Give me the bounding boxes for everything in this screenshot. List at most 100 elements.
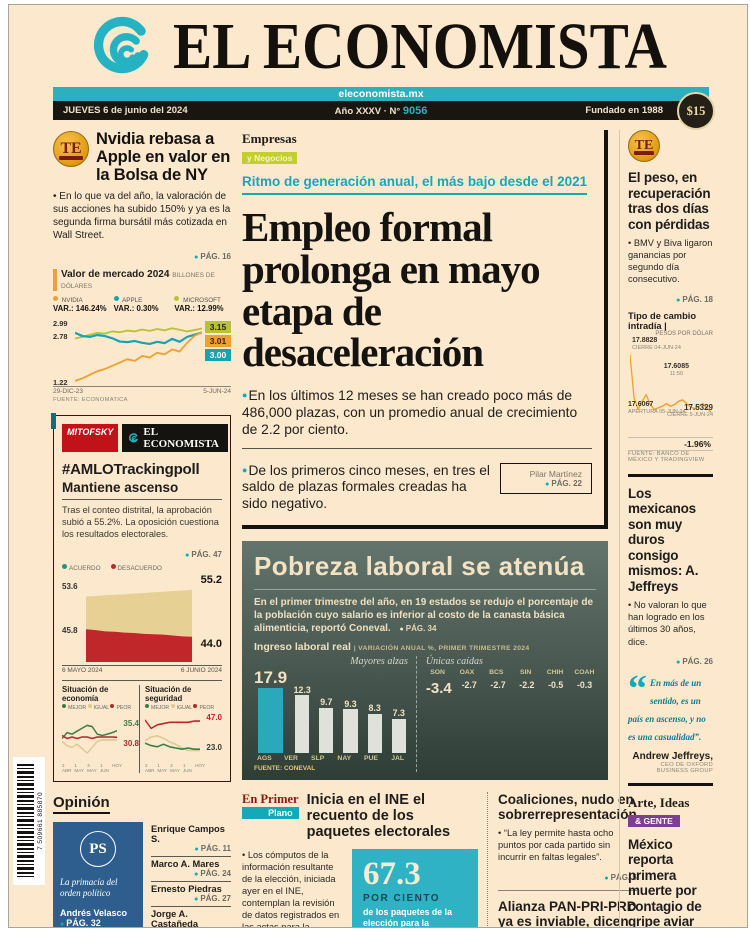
bar-column: 9.3 (341, 669, 359, 754)
kicker: Empresas (242, 131, 297, 146)
market-chart-units: BILLONES DE DÓLARES (61, 272, 215, 291)
right-column: TE El peso, en recuperación tras dos día… (619, 130, 713, 928)
poll-label: 55.2 (200, 574, 222, 587)
acuerdo-dot-icon (62, 564, 67, 570)
legend-item-microsoft: MICROSOFT VAR.: 12.99% (174, 296, 224, 314)
mini-label: 23.0 (206, 743, 222, 753)
fx-close: 17.5329 CIERRE 5-JUN-24 (667, 402, 713, 418)
main-story: Empresas y Negocios Ritmo de generación … (242, 130, 608, 530)
section-arte-ideas: Arte, Ideas (628, 794, 690, 810)
approval-area-chart: 53.6 55.2 45.8 44.0 6 MAYO 2024 6 JUNIO 2… (62, 574, 222, 678)
kicker-badge: y Negocios (242, 152, 298, 164)
main-overline: Ritmo de generación anual, el más bajo d… (242, 174, 588, 195)
microsoft-dot-icon (174, 296, 180, 302)
list-item: Jorge A. Castañeda ●PÁG. 40 (151, 907, 231, 927)
story-ine: En Primer Plano Inicia en el INE el recu… (242, 792, 487, 927)
el-economista-swirl-icon (129, 432, 139, 444)
mitofsky-logo: MITOFSKY (62, 424, 119, 453)
market-chart-svg (75, 327, 202, 383)
market-line-chart: 2.99 2.78 1.22 3.15 3.01 3.00 29-DIC-23 5… (53, 319, 231, 403)
jeffreys-bullet: No valoran lo que han logrado en los últ… (628, 599, 713, 647)
mejor-dot-icon (145, 704, 149, 709)
ine-headline: Inicia en el INE el recuento de los paqu… (306, 792, 451, 841)
alzas-chart: Mayores alzas 17.9 12.3 9.7 9.3 8.3 7.3 … (254, 656, 408, 773)
price-badge: $15 (677, 92, 715, 130)
issue-bar: JUEVES 6 de junio del 2024 Año XXXV · N°… (53, 92, 715, 130)
peso-bullet: BMV y Biva ligaron ganancias por segundo… (628, 237, 713, 285)
columnist-list: Enrique Campos S. ● PÁG. 11 Marco A. Mare… (151, 822, 231, 927)
mini-legend: MEJOR IGUAL PEOR (145, 704, 222, 711)
gripe-headline: México reporta primera muerte por contag… (628, 836, 702, 928)
barcode-number: 7 509661 885870 (37, 791, 44, 851)
el-economista-mini-logo: EL ECONOMISTA (122, 424, 228, 453)
mejor-dot-icon (62, 704, 66, 709)
desacuerdo-dot-icon (110, 564, 116, 570)
quote-text: En más de un sentido, es un país en asce… (628, 677, 706, 742)
poll-label: 53.6 (62, 582, 78, 592)
ps-logo-icon: PS (80, 831, 116, 868)
poll-label: 45.8 (62, 626, 78, 636)
bar-column: 17.9 (254, 668, 287, 754)
bar-column: -2.2 (519, 680, 535, 691)
ytick: 1.22 (53, 378, 68, 388)
bar-column: -2.7 (461, 680, 477, 691)
mini-charts: Situación de economía MEJOR IGUAL PEOR 3… (62, 680, 222, 774)
mini-x-axis: 2 ABR 1 MAY 3 MAY 1 JUN HOY (145, 763, 206, 774)
pobreza-page-ref: ● PÁG. 34 (399, 624, 437, 634)
opinion-title: Opinión (53, 794, 110, 815)
pull-quote: “ En más de un sentido, es un país en as… (628, 667, 713, 774)
main-headline: Empleo formal prolonga en mayo etapa de … (242, 204, 541, 376)
nvidia-dot-icon (53, 296, 58, 302)
seguridad-chart-svg (145, 719, 201, 752)
poll-x-axis: 6 MAYO 2024 6 JUNIO 2024 (62, 665, 222, 675)
alianza-headline: Alianza PAN-PRI-PRD ya es inviable, dice… (498, 898, 637, 928)
divider (498, 889, 637, 891)
chip-apple-value: 3.00 (205, 349, 231, 362)
nvidia-bullet: En lo que va del año, la valoración de s… (53, 190, 231, 242)
byline-box: Pilar Martínez ● PÁG. 22 (500, 462, 592, 494)
story-coaliciones: Coaliciones, nudo en sobrerrepresentació… (487, 792, 637, 928)
list-item: Ernesto Piedras ● PÁG. 27 (151, 882, 231, 908)
poll-legend: ACUERDO DESACUERDO (62, 564, 222, 572)
market-source: FUENTE: ECONOMATICA (53, 397, 128, 404)
fx-chart-block: Tipo de cambio intradía | PESOS POR DÓLA… (628, 311, 713, 465)
tracking-poll-box: MITOFSKY EL ECONOMISTA #AMLOTrackingpoll… (51, 413, 231, 783)
mini-label: 30.8 (123, 739, 139, 749)
alzas-states: AGS VER SLP NAY PUE JAL (256, 755, 405, 763)
chip-nvidia-value: 3.01 (205, 335, 231, 348)
quote-mark-icon: “ (628, 667, 647, 710)
opinion-featured-card: PS La primacía del orden político Andrés… (53, 822, 143, 927)
poll-label: 44.0 (200, 638, 222, 651)
peor-dot-icon (193, 704, 198, 709)
market-chart-block: Valor de mercado 2024 BILLONES DE DÓLARE… (53, 269, 231, 403)
market-chart-title: Valor de mercado 2024 BILLONES DE DÓLARE… (53, 269, 231, 292)
list-item: Marco A. Mares ● PÁG. 24 (151, 857, 231, 883)
en-primer-plano-badge: En Primer Plano (242, 792, 299, 820)
poll-hashtag: #AMLOTrackingpoll (62, 461, 200, 479)
fx-open: 17.6067 APERTURA 05-JUN-24 (628, 400, 686, 415)
stat-box: 67.3 POR CIENTO de los paquetes de la el… (352, 848, 478, 927)
opinion-card-title: La primacía del orden político (60, 877, 118, 899)
list-item: Enrique Campos S. ● PÁG. 11 (151, 822, 231, 858)
gente-badge: & GENTE (628, 814, 680, 827)
bar-column: -2.7 (490, 680, 506, 691)
poll-text: Tras el conteo distrital, la aprobación … (62, 505, 219, 540)
termometro-economico-icon: TE (53, 131, 89, 167)
left-column: TE Nvidia rebasa a Apple en valor en la … (51, 130, 231, 927)
bottom-stories: En Primer Plano Inicia en el INE el recu… (242, 792, 637, 927)
igual-dot-icon (170, 704, 175, 709)
mini-label: 47.0 (206, 713, 222, 723)
barcode: 7 509661 885870 (13, 757, 45, 885)
pobreza-title: Pobreza laboral se atenúa (254, 551, 596, 591)
legend-item-apple: APPLE VAR.: 0.30% (113, 296, 159, 314)
byline-author: Pilar Martínez (529, 468, 582, 479)
jeffreys-headline: Los mexicanos son muy duros consigo mism… (628, 485, 699, 594)
opinion-card-author: Andrés Velasco (60, 908, 128, 919)
bar-column: -0.5 (548, 680, 564, 691)
website-strip: eleconomista.mx (53, 87, 709, 101)
main-bullet-2: ●De los primeros cinco meses, en tres el… (242, 462, 490, 512)
pobreza-chart-label: Ingreso laboral real | VARIACIÓN ANUAL %… (254, 641, 530, 654)
page-content: TE Nvidia rebasa a Apple en valor en la … (9, 120, 747, 928)
top-info-bar: eleconomista.mx JUEVES 6 de junio del 20… (53, 87, 715, 130)
nvidia-headline-block: TE Nvidia rebasa a Apple en valor en la … (53, 130, 231, 184)
